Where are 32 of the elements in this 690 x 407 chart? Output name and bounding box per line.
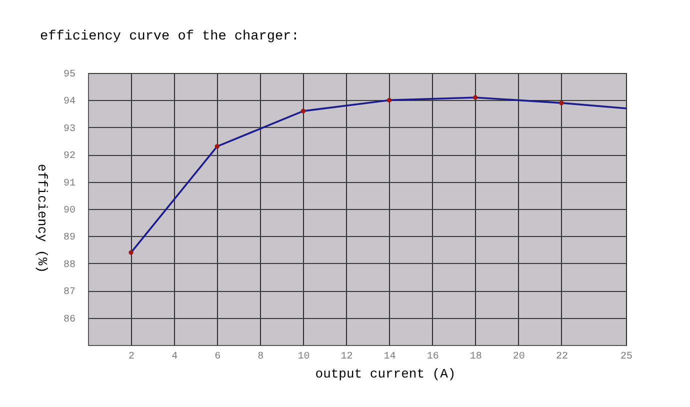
x-tick-label: 25 — [620, 352, 633, 362]
point — [300, 108, 306, 114]
x-tick-label: 6 — [214, 352, 221, 362]
x-tick-label: 10 — [298, 352, 310, 362]
y-tick-label: 92 — [63, 151, 76, 162]
x-tick-label: 14 — [384, 352, 396, 362]
y-tick-label: 89 — [63, 232, 76, 244]
point — [214, 144, 220, 149]
x-tick-label: 18 — [470, 352, 482, 362]
y-tick-label: 94 — [63, 96, 76, 108]
x-tick-label: 12 — [340, 352, 353, 362]
x-tick-label: 8 — [258, 352, 264, 362]
y-tick-label: 93 — [63, 124, 76, 135]
x-tick-label: 16 — [426, 352, 439, 362]
x-axis-title: output current (A) — [315, 366, 456, 382]
y-tick-label: 87 — [63, 287, 76, 298]
y-tick-label: 88 — [63, 260, 76, 271]
chart-title: efficiency curve of the charger: — [40, 30, 300, 44]
point — [559, 100, 564, 106]
point — [128, 250, 134, 255]
x-tick-label: 4 — [172, 352, 178, 362]
y-tick-label: 95 — [63, 70, 76, 80]
x-tick-label: 20 — [512, 352, 525, 362]
y-tick-label: 90 — [63, 206, 76, 216]
y-axis-title: efficiency (%) — [34, 164, 50, 274]
y-tick-label: 91 — [63, 178, 76, 190]
x-tick-label: 2 — [128, 352, 135, 362]
y-tick-label: 86 — [63, 314, 76, 326]
x-tick-label: 22 — [556, 352, 568, 362]
point — [386, 98, 392, 103]
line-series — [130, 96, 627, 254]
point — [473, 95, 478, 100]
